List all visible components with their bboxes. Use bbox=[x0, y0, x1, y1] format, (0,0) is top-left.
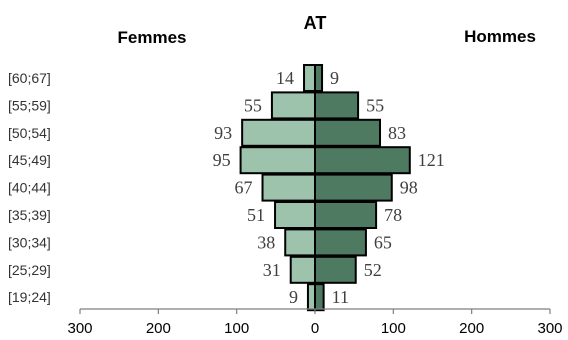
value-label-hommes: 121 bbox=[418, 150, 445, 170]
category-label: [25;29] bbox=[8, 262, 51, 278]
value-label-hommes: 9 bbox=[330, 68, 339, 88]
x-tick-label: 100 bbox=[224, 320, 249, 337]
x-tick-label: 0 bbox=[311, 320, 319, 337]
value-label-femmes: 14 bbox=[276, 68, 294, 88]
bar-hommes bbox=[314, 201, 378, 229]
x-tick-label: 300 bbox=[67, 320, 92, 337]
bar-hommes bbox=[314, 118, 382, 147]
bar-femmes bbox=[241, 118, 316, 147]
x-tick-label: 200 bbox=[459, 320, 484, 337]
value-label-hommes: 52 bbox=[364, 260, 382, 280]
bar-femmes bbox=[306, 283, 317, 312]
category-label: [45;49] bbox=[8, 152, 51, 168]
bar-femmes bbox=[270, 91, 316, 120]
bar-femmes bbox=[289, 255, 317, 284]
bar-femmes bbox=[261, 173, 316, 202]
bar-hommes bbox=[314, 283, 325, 312]
value-label-femmes: 31 bbox=[263, 260, 281, 280]
value-label-hommes: 65 bbox=[374, 232, 392, 252]
category-label: [40;44] bbox=[8, 180, 51, 196]
value-label-hommes: 11 bbox=[332, 287, 349, 307]
value-label-femmes: 51 bbox=[247, 205, 265, 225]
category-label: [30;34] bbox=[8, 234, 51, 250]
bar-hommes bbox=[314, 64, 324, 92]
value-label-femmes: 38 bbox=[257, 232, 275, 252]
category-labels: [60;67] [55;59] [50;54] [45;49] [40;44] [35;3… bbox=[8, 70, 51, 305]
value-labels: 14 9 55 55 93 83 95 121 67 98 51 78 38 65 31 52 9 11 bbox=[213, 68, 445, 307]
bar-hommes bbox=[314, 146, 411, 175]
bar-hommes bbox=[314, 173, 393, 202]
value-label-femmes: 9 bbox=[289, 287, 298, 307]
x-tick-label: 100 bbox=[381, 320, 406, 337]
category-label: [35;39] bbox=[8, 207, 51, 223]
value-label-hommes: 78 bbox=[384, 205, 402, 225]
category-label: [19;24] bbox=[8, 289, 51, 305]
bar-femmes bbox=[274, 201, 316, 229]
value-label-hommes: 83 bbox=[388, 123, 406, 143]
bar-femmes bbox=[284, 228, 317, 257]
category-label: [55;59] bbox=[8, 97, 51, 113]
bar-femmes bbox=[239, 146, 316, 175]
femmes-label: Femmes bbox=[118, 28, 187, 47]
bar-hommes bbox=[314, 255, 357, 284]
x-tick-label: 300 bbox=[537, 320, 562, 337]
x-tick-label: 200 bbox=[146, 320, 171, 337]
chart-title: AT bbox=[304, 13, 327, 33]
value-label-hommes: 55 bbox=[366, 95, 384, 115]
category-label: [60;67] bbox=[8, 70, 51, 86]
x-axis: 300 200 100 0 100 200 300 bbox=[67, 308, 563, 337]
bar-hommes bbox=[314, 91, 360, 120]
hommes-label: Hommes bbox=[464, 27, 536, 46]
value-label-femmes: 55 bbox=[244, 95, 262, 115]
bars bbox=[239, 64, 411, 312]
value-label-femmes: 93 bbox=[214, 123, 232, 143]
bar-hommes bbox=[314, 228, 367, 257]
value-label-femmes: 95 bbox=[213, 150, 231, 170]
category-label: [50;54] bbox=[8, 125, 51, 141]
value-label-femmes: 67 bbox=[235, 178, 253, 198]
value-label-hommes: 98 bbox=[400, 178, 418, 198]
bar-femmes bbox=[303, 64, 316, 92]
